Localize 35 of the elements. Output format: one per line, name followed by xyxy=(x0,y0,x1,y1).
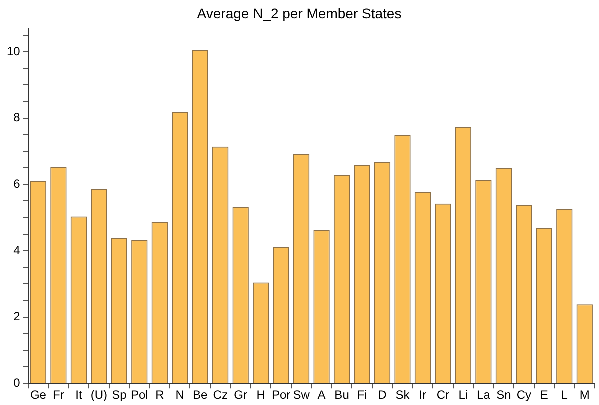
x-tick-label: Fi xyxy=(357,388,368,402)
x-tick-label: L xyxy=(561,388,568,402)
x-tick-label: Cz xyxy=(213,388,228,402)
x-tick-label: Sp xyxy=(112,388,128,402)
x-tick-label: M xyxy=(580,388,590,402)
chart-title: Average N_2 per Member States xyxy=(197,5,402,22)
y-tick-label: 4 xyxy=(14,243,21,258)
x-tick-label: E xyxy=(540,388,548,402)
x-tick-label: Bu xyxy=(334,388,350,402)
x-tick-label: La xyxy=(477,388,491,402)
x-tick-label: Cy xyxy=(516,388,532,402)
x-tick-label: Be xyxy=(193,388,208,402)
x-tick-label: Sn xyxy=(496,388,512,402)
x-tick-label: Ir xyxy=(419,388,427,402)
x-tick-label: R xyxy=(156,388,165,402)
x-tick-label: N xyxy=(176,388,184,402)
x-tick-label: A xyxy=(318,388,326,402)
x-tick-label: Fr xyxy=(53,388,64,402)
x-tick-label: It xyxy=(76,388,83,402)
y-tick-label: 2 xyxy=(14,310,21,324)
x-tick-label: Sk xyxy=(396,388,411,402)
x-tick-label: Ge xyxy=(30,388,47,402)
y-tick-label: 8 xyxy=(14,110,21,125)
x-tick-label: Sw xyxy=(293,388,310,402)
y-tick-label: 6 xyxy=(14,176,21,191)
x-tick-label: D xyxy=(378,388,388,402)
x-tick-label: H xyxy=(256,388,266,402)
x-tick-label: (U) xyxy=(90,388,108,402)
x-tick-label: Pol xyxy=(130,388,148,402)
x-tick-label: Li xyxy=(458,388,468,402)
x-tick-label: Gr xyxy=(234,388,248,402)
x-tick-label: Cr xyxy=(436,388,450,402)
y-tick-label: 10 xyxy=(6,44,21,58)
y-tick-label: 0 xyxy=(14,376,21,390)
x-tick-label: Por xyxy=(272,388,291,402)
